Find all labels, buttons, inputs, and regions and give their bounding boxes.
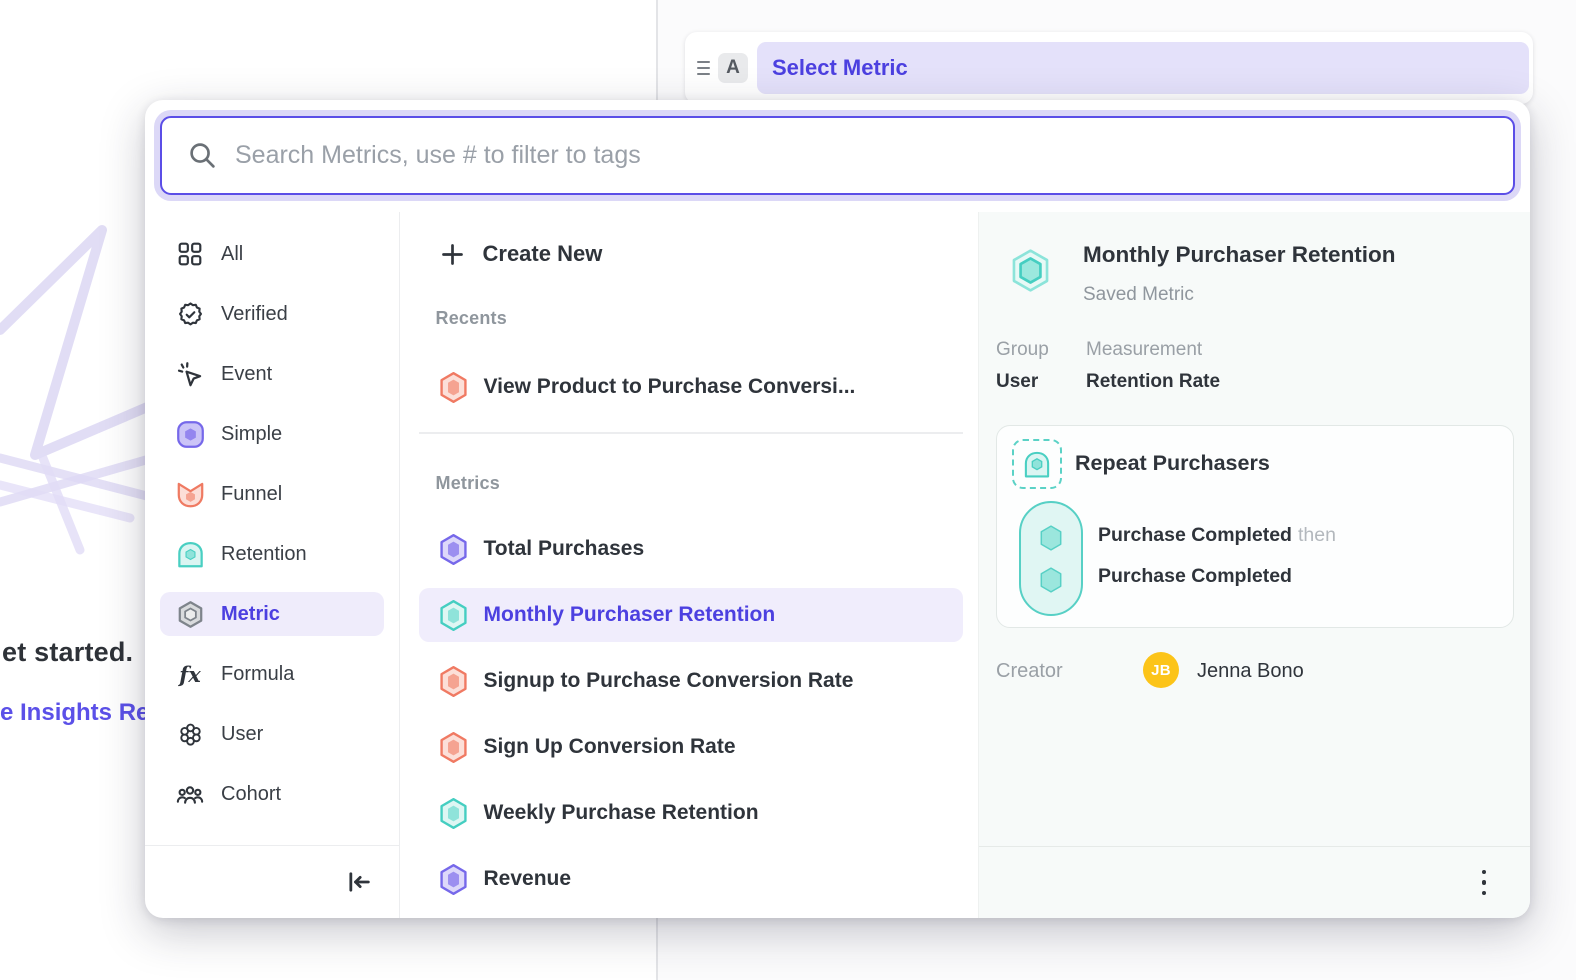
collapse-sidebar-button[interactable] — [345, 868, 373, 896]
sidebar-item-retention[interactable]: Retention — [160, 532, 384, 576]
metric-row-sign-up-conversion-rate[interactable]: Sign Up Conversion Rate — [419, 720, 963, 774]
step-2-text: Purchase Completed — [1098, 565, 1292, 588]
grid-icon — [175, 239, 205, 269]
recent-item-view-product[interactable]: View Product to Purchase Conversi... — [419, 364, 963, 410]
creator-label: Creator — [996, 660, 1063, 683]
recents-header: Recents — [436, 308, 507, 329]
metric-row-total-purchases[interactable]: Total Purchases — [419, 522, 963, 576]
sidebar-item-funnel[interactable]: Funnel — [160, 472, 384, 516]
user-cluster-icon — [175, 719, 205, 749]
metrics-list: Total Purchases Monthly Purchaser Retent… — [419, 522, 963, 906]
sidebar-item-metric[interactable]: Metric — [160, 592, 384, 636]
cursor-click-icon — [175, 359, 205, 389]
drag-handle-icon[interactable] — [693, 61, 713, 75]
detail-subtitle: Saved Metric — [1083, 284, 1194, 306]
measurement-value: Retention Rate — [1086, 371, 1220, 393]
retention-icon — [175, 539, 205, 569]
background-headline-text: et started. — [2, 637, 133, 668]
metric-row-weekly-purchase-retention[interactable]: Weekly Purchase Retention — [419, 786, 963, 840]
formula-fx-icon: fx — [175, 659, 205, 689]
overflow-menu-button[interactable] — [1476, 864, 1493, 902]
group-label: Group — [996, 339, 1049, 361]
cohort-people-icon — [175, 779, 205, 809]
funnel-icon — [175, 479, 205, 509]
select-metric-button[interactable]: Select Metric — [757, 42, 1529, 94]
metric-hexagon-icon — [175, 599, 205, 629]
sidebar-item-cohort[interactable]: Cohort — [160, 772, 384, 816]
create-new-button[interactable]: Create New — [419, 232, 603, 276]
verified-badge-icon — [175, 299, 205, 329]
retention-steps-pill — [1019, 501, 1083, 616]
measurement-label: Measurement — [1086, 339, 1202, 361]
coral-metric-hexagon-icon — [439, 666, 468, 697]
group-value: User — [996, 371, 1038, 393]
purple-metric-hexagon-icon — [439, 534, 468, 565]
metric-definition-card: Repeat Purchasers Purchase Completedthen… — [996, 425, 1514, 628]
sidebar-item-formula[interactable]: fx Formula — [160, 652, 384, 696]
background-insights-link[interactable]: e Insights Re — [0, 699, 149, 727]
metric-list-column: Create New Recents View Product to Purch… — [402, 212, 978, 918]
retention-dashed-icon — [1012, 439, 1062, 489]
creator-avatar: JB — [1143, 652, 1179, 688]
plus-icon — [439, 241, 466, 268]
sidebar-item-event[interactable]: Event — [160, 352, 384, 396]
search-icon — [188, 141, 217, 170]
purple-metric-hexagon-icon — [439, 864, 468, 895]
simple-metric-icon — [175, 419, 205, 449]
teal-metric-hexagon-icon — [439, 798, 468, 829]
detail-footer — [979, 846, 1530, 918]
step-joiner: then — [1298, 524, 1336, 546]
coral-metric-hexagon-icon — [439, 732, 468, 763]
metric-row-signup-to-purchase-conversion-rate[interactable]: Signup to Purchase Conversion Rate — [419, 654, 963, 708]
definition-card-title: Repeat Purchasers — [1075, 451, 1270, 476]
category-sidebar: All Verified — [145, 212, 400, 918]
detail-title: Monthly Purchaser Retention — [1083, 242, 1396, 268]
page: et started. e Insights Re A Select Metri… — [0, 0, 1576, 980]
metric-picker-modal: All Verified — [145, 100, 1530, 918]
step-hexagon-icon — [1038, 524, 1064, 552]
creator-name: Jenna Bono — [1197, 660, 1304, 683]
category-list: All Verified — [145, 212, 399, 816]
search-input[interactable] — [235, 141, 1493, 170]
saved-metric-hexagon-icon — [1009, 248, 1052, 298]
sidebar-footer — [145, 845, 399, 918]
sidebar-item-verified[interactable]: Verified — [160, 292, 384, 336]
funnel-metric-hexagon-icon — [439, 372, 468, 403]
teal-metric-hexagon-icon — [439, 600, 468, 631]
sidebar-item-simple[interactable]: Simple — [160, 412, 384, 456]
sidebar-item-all[interactable]: All — [160, 232, 384, 276]
search-box — [160, 116, 1515, 195]
collapse-panel-icon — [345, 868, 373, 896]
sidebar-item-user[interactable]: User — [160, 712, 384, 756]
metric-row-monthly-purchaser-retention[interactable]: Monthly Purchaser Retention — [419, 588, 963, 642]
list-divider — [419, 432, 963, 434]
metric-row-revenue[interactable]: Revenue — [419, 852, 963, 906]
step-hexagon-icon — [1038, 566, 1064, 594]
step-1-text: Purchase Completedthen — [1098, 524, 1336, 547]
metric-detail-panel: Monthly Purchaser Retention Saved Metric… — [978, 212, 1530, 918]
series-a-badge[interactable]: A — [718, 53, 748, 83]
metric-query-bar: A Select Metric — [685, 32, 1533, 104]
metrics-header: Metrics — [436, 473, 500, 494]
